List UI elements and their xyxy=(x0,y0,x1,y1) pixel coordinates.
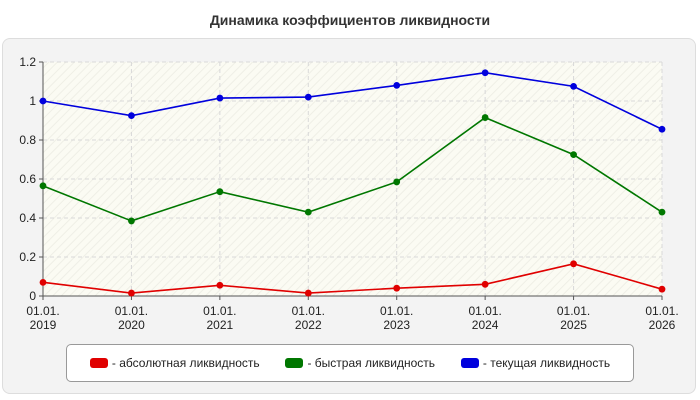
chart-title: Динамика коэффициентов ликвидности xyxy=(209,12,491,28)
x-tick-label-line: 01.01. xyxy=(557,304,590,318)
series-0-point xyxy=(658,285,666,293)
x-tick-label-line: 01.01. xyxy=(26,304,59,318)
x-tick-label: 01.01. 2020 xyxy=(115,304,148,332)
x-tick-label: 01.01. 2024 xyxy=(468,304,501,332)
legend-swatch-absolute xyxy=(89,358,108,368)
legend-item-quick: - быстрая ликвидность xyxy=(285,356,435,370)
legend-label-quick: - быстрая ликвидность xyxy=(307,356,436,370)
series-0-point xyxy=(570,260,577,268)
x-tick-label-line: 2021 xyxy=(207,318,234,332)
series-0-point xyxy=(39,278,47,286)
x-tick-label-line: 01.01. xyxy=(468,304,501,318)
x-tick-label-line: 01.01. xyxy=(115,304,148,318)
y-tick-label: 0.2 xyxy=(19,250,36,264)
series-2-point xyxy=(304,93,312,101)
x-tick-label-line: 2024 xyxy=(472,318,499,332)
x-tick-label-line: 01.01. xyxy=(380,304,413,318)
x-tick-label: 01.01. 2023 xyxy=(380,304,413,332)
x-tick-label: 01.01. 2025 xyxy=(557,304,590,332)
series-2-point xyxy=(393,82,401,89)
legend-item-absolute: - абсолютная ликвидность xyxy=(89,356,260,370)
series-2-point xyxy=(128,112,135,120)
series-1-point xyxy=(39,182,47,190)
legend-item-current: - текущая ликвидность xyxy=(460,356,611,370)
series-0-point xyxy=(393,284,401,292)
y-tick-label: 1.2 xyxy=(19,55,36,69)
x-tick-label-line: 01.01. xyxy=(292,304,325,318)
x-tick-label: 01.01. 2019 xyxy=(26,304,59,332)
x-tick-label-line: 2026 xyxy=(649,318,676,332)
legend-swatch-quick xyxy=(285,358,304,368)
series-0-point xyxy=(216,281,224,289)
series-1-point xyxy=(128,217,135,225)
legend-label-current: - текущая ликвидность xyxy=(482,356,611,370)
y-tick-label: 0.6 xyxy=(19,172,36,186)
series-1-point xyxy=(393,178,401,186)
series-1-point xyxy=(481,114,489,121)
legend: - абсолютная ликвидность - быстрая ликви… xyxy=(66,344,634,382)
series-2-point xyxy=(39,97,47,105)
series-2-point xyxy=(658,125,666,133)
x-tick-label-line: 2019 xyxy=(30,318,57,332)
series xyxy=(39,69,666,297)
x-tick-label: 01.01. 2021 xyxy=(203,304,236,332)
series-2-point xyxy=(570,82,577,90)
legend-label-absolute: - абсолютная ликвидность xyxy=(111,356,260,370)
series-0-point xyxy=(481,280,489,288)
series-0-point xyxy=(304,289,312,297)
x-tick-label-line: 01.01. xyxy=(645,304,678,318)
series-2-point xyxy=(481,69,489,77)
y-tick-label: 0.8 xyxy=(19,133,36,147)
x-tick-label: 01.01. 2022 xyxy=(292,304,325,332)
x-tick-label-line: 2023 xyxy=(383,318,410,332)
x-tick-label-line: 01.01. xyxy=(203,304,236,318)
x-tick-label-line: 2025 xyxy=(560,318,587,332)
x-tick-label-line: 2020 xyxy=(118,318,145,332)
series-1-point xyxy=(304,208,312,216)
series-line-0 xyxy=(42,262,663,294)
x-tick-label-line: 2022 xyxy=(295,318,322,332)
y-tick-label: 1 xyxy=(29,94,36,108)
y-tick-label: 0.4 xyxy=(19,211,36,225)
series-line-1 xyxy=(42,116,663,222)
series-line-2 xyxy=(42,71,663,130)
legend-swatch-current xyxy=(460,358,479,368)
y-tick-label: 0 xyxy=(29,289,36,303)
series-1-point xyxy=(570,151,577,159)
series-2-point xyxy=(216,94,224,102)
series-1-point xyxy=(658,208,666,216)
series-1-point xyxy=(216,188,224,196)
series-0-point xyxy=(128,289,135,297)
x-tick-label: 01.01. 2026 xyxy=(645,304,678,332)
